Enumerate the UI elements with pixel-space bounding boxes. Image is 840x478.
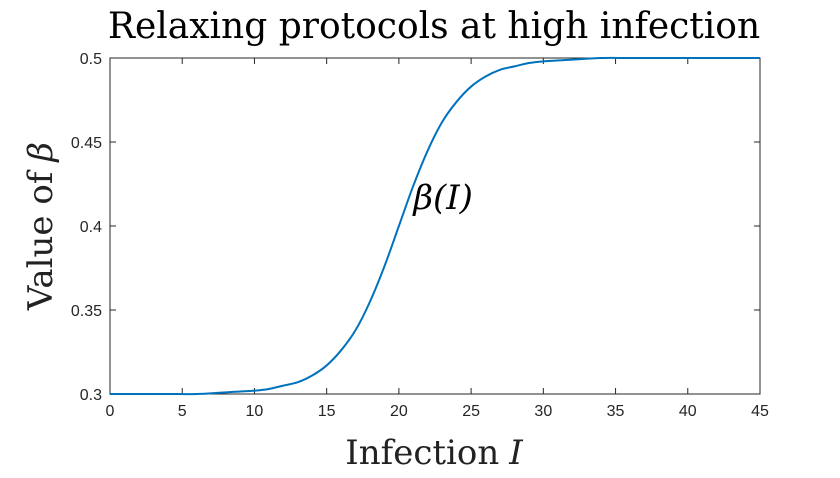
y-axis-title-text: Value of bbox=[21, 169, 61, 311]
y-axis-title-symbol: β bbox=[21, 142, 61, 164]
x-tick-label: 25 bbox=[462, 403, 480, 420]
y-tick-label: 0.5 bbox=[80, 51, 102, 68]
x-tick-label: 15 bbox=[318, 403, 336, 420]
x-axis-title-text: Infection bbox=[345, 433, 499, 473]
x-tick-label: 30 bbox=[534, 403, 552, 420]
annotations: β(I) bbox=[411, 178, 473, 218]
x-tick-label: 20 bbox=[390, 403, 408, 420]
y-tick-label: 0.45 bbox=[71, 135, 102, 152]
beta-curve-line bbox=[110, 56, 760, 396]
x-axis-title-symbol: I bbox=[508, 433, 523, 473]
y-axis-title: Value of β bbox=[21, 142, 61, 311]
y-tick-label: 0.3 bbox=[80, 387, 102, 404]
x-tick-label: 40 bbox=[679, 403, 697, 420]
plot-box bbox=[109, 57, 761, 395]
x-ticks: 0 5 10 15 20 25 30 35 40 45 bbox=[106, 58, 769, 420]
chart-title: Relaxing protocols at high infection bbox=[108, 6, 760, 47]
curve-annotation: β(I) bbox=[411, 178, 473, 218]
x-axis-title: Infection I bbox=[345, 433, 523, 473]
x-tick-label: 5 bbox=[178, 403, 187, 420]
x-tick-label: 10 bbox=[246, 403, 264, 420]
y-tick-label: 0.35 bbox=[71, 303, 102, 320]
x-tick-label: 35 bbox=[607, 403, 625, 420]
x-tick-label: 0 bbox=[106, 403, 115, 420]
plot-area: 0 5 10 15 20 25 30 35 40 45 0.3 0.35 0.4 0.45 0.5 β(I… bbox=[71, 51, 769, 420]
x-tick-label: 45 bbox=[751, 403, 769, 420]
y-ticks: 0.3 0.35 0.4 0.45 0.5 bbox=[71, 51, 760, 404]
y-tick-label: 0.4 bbox=[80, 219, 102, 236]
